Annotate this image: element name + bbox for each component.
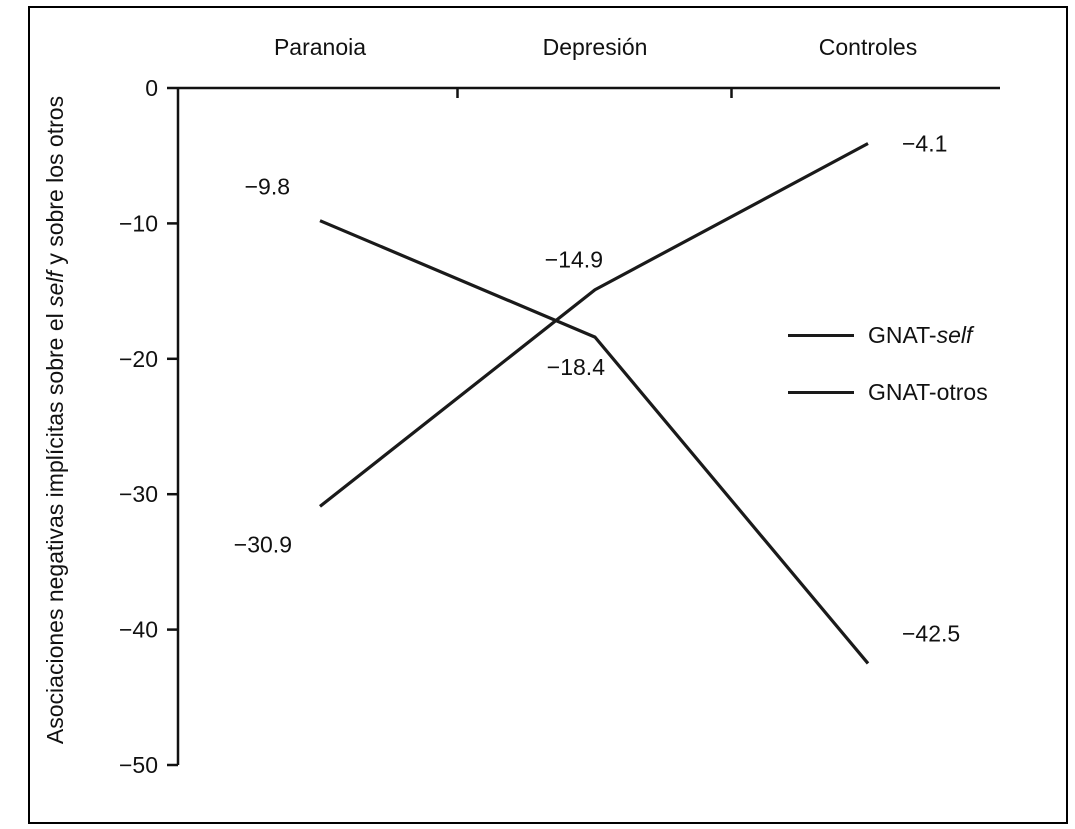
category-label: Paranoia xyxy=(274,34,366,60)
y-tick-label: 0 xyxy=(145,75,158,101)
data-label: −42.5 xyxy=(902,620,960,646)
y-axis-title-italic: self xyxy=(42,271,68,307)
legend: GNAT-self GNAT-otros xyxy=(788,322,988,406)
legend-item-gnat-otros: GNAT-otros xyxy=(788,379,988,406)
data-label: −9.8 xyxy=(245,174,290,200)
y-tick-label: −50 xyxy=(119,752,158,778)
y-tick-label: −10 xyxy=(119,210,158,236)
y-tick-label: −40 xyxy=(119,617,158,643)
legend-line-sample-self xyxy=(788,334,854,337)
series-line-gnat-self xyxy=(319,219,870,665)
y-tick-label: −30 xyxy=(119,481,158,507)
y-axis-title-prefix: Asociaciones negativas implícitas sobre … xyxy=(42,306,68,745)
category-label: Controles xyxy=(819,34,917,60)
data-label: −30.9 xyxy=(234,531,292,557)
legend-item-gnat-self: GNAT-self xyxy=(788,322,988,349)
legend-label-gnat-self: GNAT-self xyxy=(868,322,972,349)
figure-border xyxy=(28,6,1068,824)
y-axis-title: Asociaciones negativas implícitas sobre … xyxy=(42,40,69,800)
legend-label-gnat-otros: GNAT-otros xyxy=(868,379,988,406)
series-line-gnat-otros xyxy=(319,142,869,508)
legend-label-prefix: GNAT-otros xyxy=(868,379,988,405)
data-label: −18.4 xyxy=(547,354,605,380)
category-label: Depresión xyxy=(543,34,648,60)
y-tick-label: −20 xyxy=(119,346,158,372)
legend-label-prefix: GNAT- xyxy=(868,322,937,348)
legend-label-italic: self xyxy=(936,322,973,348)
data-label: −14.9 xyxy=(545,247,603,273)
data-label: −4.1 xyxy=(902,131,947,157)
legend-line-sample-otros xyxy=(788,391,854,394)
y-axis-title-suffix: y sobre los otros xyxy=(42,95,68,272)
